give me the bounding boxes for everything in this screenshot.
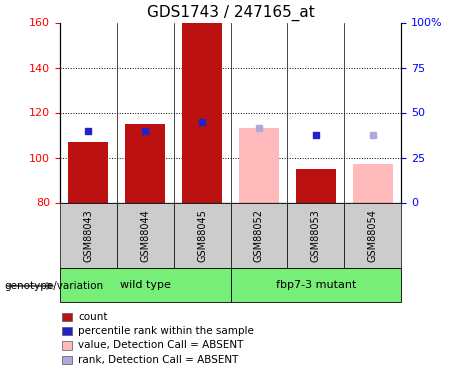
Text: GSM88054: GSM88054 — [367, 209, 378, 262]
Bar — [296, 169, 336, 202]
Text: fbp7-3 mutant: fbp7-3 mutant — [276, 280, 356, 290]
Text: count: count — [78, 312, 107, 322]
Text: GSM88053: GSM88053 — [311, 209, 321, 262]
Text: GSM88043: GSM88043 — [83, 209, 94, 262]
Text: rank, Detection Call = ABSENT: rank, Detection Call = ABSENT — [78, 355, 238, 364]
Text: wild type: wild type — [120, 280, 171, 290]
Text: genotype/variation: genotype/variation — [5, 281, 104, 291]
Text: GSM88052: GSM88052 — [254, 209, 264, 262]
Text: value, Detection Call = ABSENT: value, Detection Call = ABSENT — [78, 340, 243, 350]
Bar — [69, 142, 108, 202]
Bar — [182, 22, 222, 202]
Title: GDS1743 / 247165_at: GDS1743 / 247165_at — [147, 5, 314, 21]
Bar — [353, 164, 392, 202]
Bar — [125, 124, 165, 202]
Text: GSM88044: GSM88044 — [140, 209, 150, 262]
Text: percentile rank within the sample: percentile rank within the sample — [78, 326, 254, 336]
Text: GSM88045: GSM88045 — [197, 209, 207, 262]
Bar — [239, 128, 279, 202]
